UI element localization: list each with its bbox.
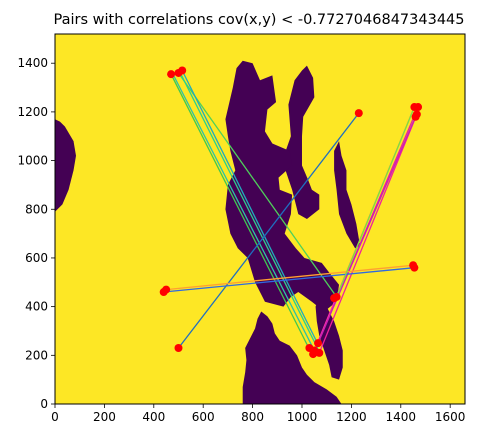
y-tick-label-0: 0 <box>40 397 48 411</box>
pair-line-4 <box>179 71 320 352</box>
point-9 <box>410 263 419 272</box>
x-tick-label-2: 400 <box>142 410 165 424</box>
x-axis: 0 200 400 600 800 1000 1200 1400 1600 <box>51 404 465 424</box>
pair-line-11 <box>163 267 415 293</box>
y-tick-label-1: 200 <box>25 348 48 362</box>
x-tick-label-6: 1200 <box>336 410 367 424</box>
y-tick-label-2: 400 <box>25 300 48 314</box>
chart-title: Pairs with correlations cov(x,y) < -0.77… <box>53 12 464 28</box>
pair-line-10 <box>166 264 414 291</box>
point-2 <box>178 66 187 75</box>
pair-line-0 <box>170 73 310 350</box>
x-tick-label-0: 0 <box>51 410 59 424</box>
x-tick-label-5: 1000 <box>287 410 318 424</box>
pair-line-1 <box>172 75 315 351</box>
point-17 <box>314 339 323 348</box>
x-tick-label-7: 1400 <box>386 410 417 424</box>
y-tick-label-4: 800 <box>25 202 48 216</box>
region-5 <box>315 296 343 380</box>
pair-line-12 <box>335 106 415 298</box>
plot-area <box>54 33 466 405</box>
region-2 <box>55 119 76 212</box>
pair-line-5 <box>177 112 360 349</box>
y-axis: 0 200 400 600 800 1000 1200 1400 <box>17 56 55 411</box>
pair-line-8 <box>318 114 418 354</box>
point-14 <box>174 344 183 353</box>
point-13 <box>330 294 339 303</box>
point-7 <box>411 112 420 121</box>
point-19 <box>309 350 318 359</box>
region-0 <box>282 65 320 219</box>
point-11 <box>159 288 168 297</box>
point-0 <box>167 70 176 79</box>
plot-frame <box>54 33 466 405</box>
pair-line-3 <box>181 70 319 345</box>
x-tick-label-1: 200 <box>93 410 116 424</box>
y-tick-label-6: 1200 <box>17 105 48 119</box>
point-3 <box>354 109 363 118</box>
point-5 <box>414 103 423 112</box>
y-tick-label-3: 600 <box>25 251 48 265</box>
region-3 <box>334 141 361 249</box>
y-tick-label-5: 1000 <box>17 154 48 168</box>
x-tick-label-3: 600 <box>192 410 215 424</box>
y-tick-label-7: 1400 <box>17 56 48 70</box>
pair-line-9 <box>312 116 417 355</box>
x-tick-label-8: 1600 <box>435 410 466 424</box>
region-4 <box>242 311 342 404</box>
pair-line-2 <box>177 72 338 298</box>
point-18 <box>315 348 324 357</box>
x-tick-label-4: 800 <box>241 410 264 424</box>
